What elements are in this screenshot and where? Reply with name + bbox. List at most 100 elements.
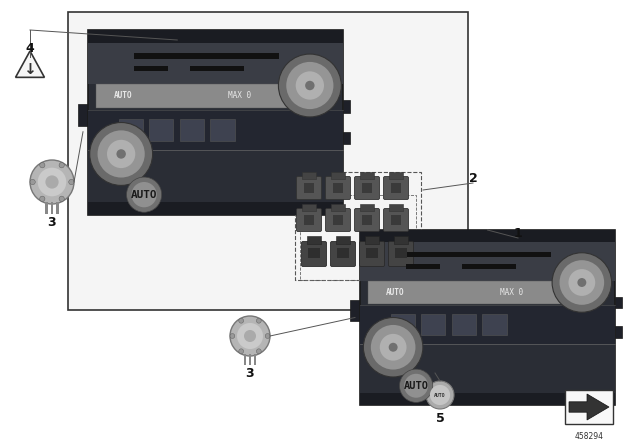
Circle shape bbox=[426, 381, 454, 409]
Bar bbox=[180, 119, 204, 141]
Bar bbox=[395, 248, 407, 258]
Text: 1: 1 bbox=[514, 227, 522, 240]
Bar bbox=[249, 354, 252, 366]
Circle shape bbox=[388, 343, 397, 352]
Circle shape bbox=[568, 269, 595, 296]
Text: 458294: 458294 bbox=[575, 432, 604, 441]
FancyBboxPatch shape bbox=[301, 241, 326, 267]
Polygon shape bbox=[15, 51, 44, 78]
Circle shape bbox=[131, 182, 157, 207]
Bar bbox=[45, 202, 48, 214]
Bar bbox=[406, 252, 462, 257]
Text: 5: 5 bbox=[436, 412, 444, 425]
Bar bbox=[118, 119, 143, 141]
Circle shape bbox=[59, 196, 64, 202]
Bar bbox=[350, 300, 360, 321]
Circle shape bbox=[577, 278, 586, 287]
Bar bbox=[391, 183, 401, 193]
Bar bbox=[362, 183, 372, 193]
Bar bbox=[360, 305, 615, 344]
Bar bbox=[304, 215, 314, 225]
Bar bbox=[360, 393, 615, 405]
FancyBboxPatch shape bbox=[355, 208, 380, 232]
Circle shape bbox=[45, 176, 59, 189]
Bar bbox=[389, 204, 403, 211]
Bar bbox=[51, 202, 53, 214]
Bar bbox=[452, 314, 476, 335]
Bar bbox=[254, 354, 256, 366]
Circle shape bbox=[430, 385, 450, 405]
Text: AUTO: AUTO bbox=[404, 381, 429, 391]
Bar bbox=[134, 66, 168, 71]
Bar bbox=[333, 215, 343, 225]
Text: 3: 3 bbox=[246, 366, 254, 379]
FancyBboxPatch shape bbox=[326, 177, 351, 199]
Bar bbox=[336, 236, 350, 244]
Bar bbox=[360, 172, 374, 179]
Bar bbox=[307, 236, 321, 244]
Bar bbox=[300, 195, 416, 280]
Bar bbox=[565, 390, 613, 424]
Bar bbox=[56, 202, 59, 214]
Bar bbox=[78, 104, 88, 126]
Circle shape bbox=[404, 374, 428, 398]
Circle shape bbox=[257, 349, 261, 353]
Text: AUTO: AUTO bbox=[131, 190, 157, 200]
Bar bbox=[366, 248, 378, 258]
Text: 3: 3 bbox=[48, 215, 56, 228]
Bar bbox=[88, 202, 343, 215]
Circle shape bbox=[40, 196, 45, 202]
Circle shape bbox=[239, 349, 244, 353]
Bar bbox=[302, 172, 316, 179]
Circle shape bbox=[244, 330, 256, 342]
Bar bbox=[211, 119, 235, 141]
Bar bbox=[360, 230, 615, 242]
FancyBboxPatch shape bbox=[383, 177, 408, 199]
Bar bbox=[343, 132, 350, 144]
Bar bbox=[88, 30, 343, 43]
Circle shape bbox=[59, 163, 64, 168]
Bar bbox=[88, 30, 343, 215]
Circle shape bbox=[38, 168, 67, 196]
Text: ↓: ↓ bbox=[24, 62, 36, 77]
Circle shape bbox=[265, 334, 270, 338]
Bar bbox=[134, 53, 190, 59]
Bar bbox=[337, 248, 349, 258]
Circle shape bbox=[371, 325, 415, 370]
Circle shape bbox=[399, 369, 433, 402]
FancyBboxPatch shape bbox=[330, 241, 355, 267]
Bar bbox=[462, 264, 516, 269]
Circle shape bbox=[257, 319, 261, 323]
Bar bbox=[615, 326, 622, 338]
Bar bbox=[462, 252, 551, 257]
Text: MAX 0: MAX 0 bbox=[228, 91, 252, 100]
Circle shape bbox=[68, 179, 74, 185]
Bar bbox=[615, 297, 622, 308]
Bar bbox=[421, 314, 445, 335]
Bar bbox=[406, 264, 440, 269]
Bar bbox=[333, 183, 343, 193]
Bar bbox=[483, 314, 507, 335]
Text: AUTO: AUTO bbox=[435, 392, 445, 397]
Bar bbox=[389, 172, 403, 179]
FancyBboxPatch shape bbox=[296, 208, 321, 232]
Bar bbox=[88, 150, 343, 202]
Bar bbox=[360, 344, 615, 393]
Bar bbox=[308, 248, 320, 258]
Circle shape bbox=[296, 71, 324, 99]
Circle shape bbox=[364, 318, 423, 377]
Bar bbox=[391, 215, 401, 225]
Circle shape bbox=[278, 54, 341, 117]
Circle shape bbox=[380, 334, 406, 361]
Bar bbox=[68, 12, 468, 310]
Text: 4: 4 bbox=[26, 42, 35, 55]
Circle shape bbox=[107, 140, 135, 168]
Circle shape bbox=[230, 334, 235, 338]
Bar bbox=[360, 204, 374, 211]
Circle shape bbox=[40, 163, 45, 168]
FancyBboxPatch shape bbox=[326, 208, 351, 232]
Circle shape bbox=[97, 130, 145, 177]
Bar bbox=[331, 172, 345, 179]
Text: MAX 0: MAX 0 bbox=[500, 288, 524, 297]
Circle shape bbox=[559, 260, 604, 305]
